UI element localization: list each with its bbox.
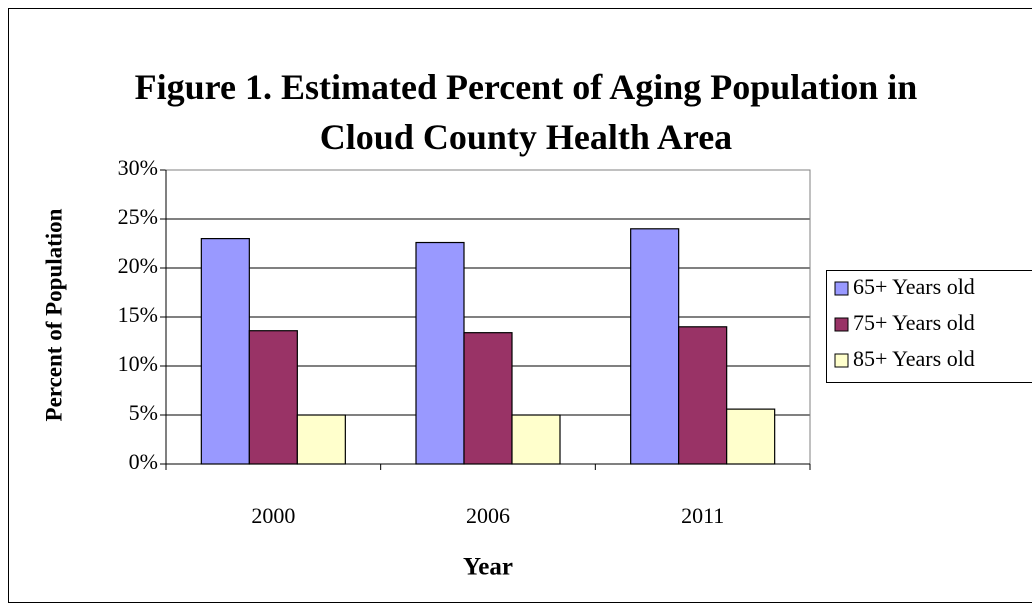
x-tick-label: 2000 bbox=[251, 503, 295, 528]
y-tick-label: 0% bbox=[129, 449, 158, 474]
y-tick-label: 15% bbox=[118, 302, 158, 327]
bar bbox=[200, 238, 250, 465]
legend-swatch bbox=[834, 281, 849, 296]
bar bbox=[726, 408, 776, 465]
y-tick-label: 20% bbox=[118, 253, 158, 278]
chart-border bbox=[8, 8, 1032, 603]
x-tick-label: 2011 bbox=[681, 503, 724, 528]
bar bbox=[511, 414, 561, 465]
bar bbox=[415, 241, 465, 465]
y-tick-label: 10% bbox=[118, 351, 158, 376]
legend-label: 75+ Years old bbox=[853, 310, 975, 335]
bar bbox=[296, 414, 346, 465]
y-axis-label: Percent of Population bbox=[41, 208, 66, 421]
bar bbox=[248, 330, 298, 465]
legend-label: 65+ Years old bbox=[853, 274, 975, 299]
legend-swatch bbox=[834, 353, 849, 368]
legend-label: 85+ Years old bbox=[853, 346, 975, 371]
legend-swatch bbox=[834, 317, 849, 332]
y-tick-label: 25% bbox=[118, 204, 158, 229]
bar bbox=[630, 228, 680, 465]
y-tick-label: 5% bbox=[129, 400, 158, 425]
x-axis-label: Year bbox=[463, 554, 513, 581]
legend-box bbox=[826, 270, 1032, 383]
bar bbox=[463, 332, 513, 465]
y-tick-label: 30% bbox=[118, 155, 158, 180]
bar bbox=[678, 326, 728, 465]
chart-title: Figure 1. Estimated Percent of Aging Pop… bbox=[134, 67, 918, 157]
x-tick-label: 2006 bbox=[466, 503, 510, 528]
